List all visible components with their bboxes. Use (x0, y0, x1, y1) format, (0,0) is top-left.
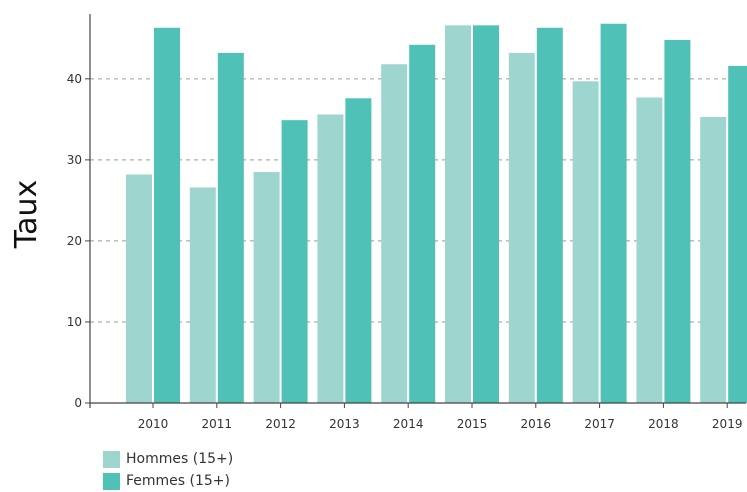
x-tick-labels: 2010 2011 2012 2013 2014 2015 2016 2017 2018 2019 (138, 417, 743, 431)
legend-item-femmes[interactable]: Femmes (15+) (103, 470, 233, 492)
bar-femmes-2015[interactable] (473, 25, 499, 404)
legend-item-hommes[interactable]: Hommes (15+) (103, 448, 233, 470)
bar-hommes-2014[interactable] (381, 64, 408, 403)
bar-hommes-2011[interactable] (189, 187, 216, 403)
bar-hommes-2018[interactable] (636, 97, 663, 404)
bar-hommes-2017[interactable] (572, 81, 599, 403)
x-tick-label: 2013 (329, 417, 360, 431)
legend-label-hommes: Hommes (15+) (126, 451, 234, 467)
bar-femmes-2017[interactable] (600, 23, 627, 403)
bars (126, 23, 747, 404)
bar-femmes-2018[interactable] (664, 39, 691, 403)
legend-label-femmes: Femmes (15+) (126, 473, 231, 489)
legend: Hommes (15+) Femmes (15+) (103, 448, 233, 492)
legend-swatch-femmes (103, 472, 120, 490)
bar-femmes-2019[interactable] (728, 65, 747, 403)
y-tick-labels: 0 10 20 30 40 (67, 72, 82, 410)
bar-hommes-2013[interactable] (317, 114, 344, 403)
x-tick-label: 2018 (648, 417, 679, 431)
bar-hommes-2015[interactable] (445, 25, 471, 404)
axes (85, 14, 746, 408)
bar-hommes-2016[interactable] (508, 52, 535, 404)
y-tick-label: 0 (74, 396, 82, 410)
y-tick-label: 40 (67, 72, 82, 86)
bar-femmes-2011[interactable] (217, 52, 244, 404)
bar-hommes-2012[interactable] (253, 172, 280, 403)
bar-femmes-2012[interactable] (281, 120, 308, 403)
legend-swatch-hommes (103, 450, 120, 468)
x-tick-label: 2015 (457, 417, 488, 431)
x-tick-label: 2012 (265, 417, 296, 431)
bar-femmes-2014[interactable] (409, 44, 436, 403)
bar-hommes-2010[interactable] (126, 174, 152, 403)
x-tick-label: 2014 (393, 417, 424, 431)
bar-femmes-2010[interactable] (154, 27, 180, 404)
y-tick-label: 10 (67, 315, 82, 329)
x-tick-label: 2011 (202, 417, 233, 431)
bar-femmes-2016[interactable] (536, 27, 563, 404)
x-tick-label: 2016 (521, 417, 552, 431)
y-tick-label: 30 (67, 153, 82, 167)
y-axis-label: Taux (9, 180, 44, 250)
x-tick-label: 2019 (712, 417, 743, 431)
x-tick-label: 2010 (138, 417, 169, 431)
x-tick-label: 2017 (584, 417, 615, 431)
bar-hommes-2019[interactable] (700, 116, 727, 404)
bar-femmes-2013[interactable] (345, 98, 372, 404)
y-tick-label: 20 (67, 234, 82, 248)
